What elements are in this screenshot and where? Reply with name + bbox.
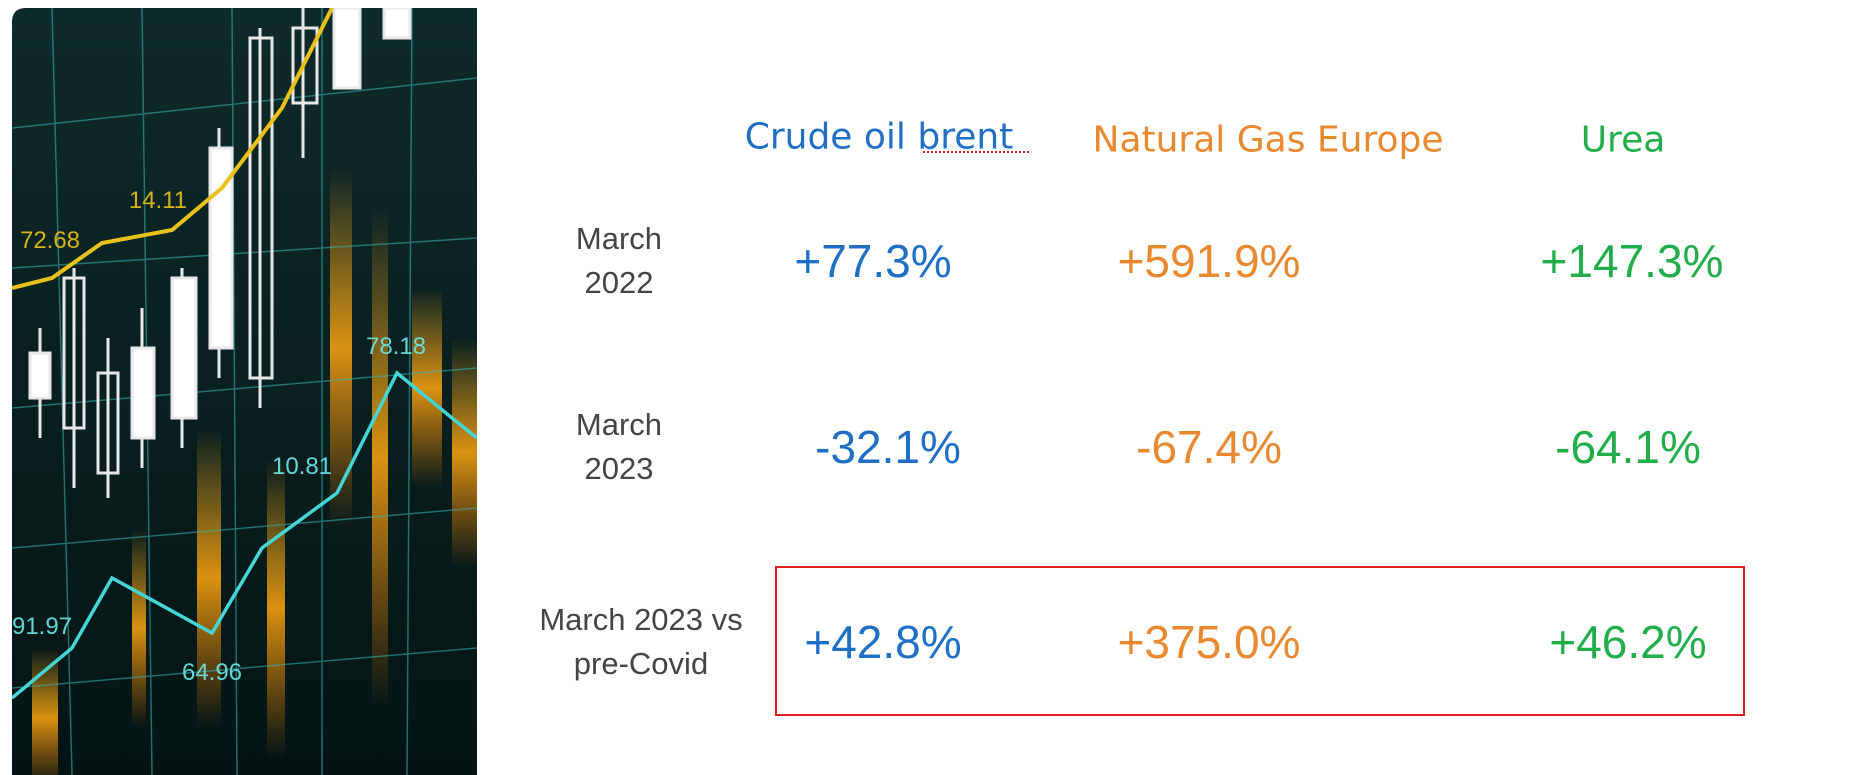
cell-value: +375.0% [1118,615,1301,669]
cell-value: -32.1% [815,420,961,474]
stock-chart-image: 72.68 14.11 78.18 10.81 91.97 64.96 [12,8,477,775]
image-label: 78.18 [366,333,426,360]
row-label: March 2022 [549,217,689,305]
cell-value: -67.4% [1136,420,1282,474]
image-label: 91.97 [12,613,72,640]
cell-value: +42.8% [804,615,961,669]
column-header: Natural Gas Europe [1093,120,1444,161]
slide: 72.6814.1178.1810.8191.9764.96 Crude oil… [0,0,1862,775]
image-label: 64.96 [182,659,242,686]
cell-value: +591.9% [1118,234,1301,288]
spellcheck-underline [923,150,1031,156]
cell-value: +46.2% [1549,615,1706,669]
cell-value: -64.1% [1555,420,1701,474]
row-label: March 2023 [549,403,689,491]
cell-value: +147.3% [1541,234,1724,288]
image-label: 10.81 [272,453,332,480]
image-label: 72.68 [20,227,80,254]
image-label: 14.11 [129,187,187,214]
row-label: March 2023 vs pre-Covid [516,598,766,686]
column-header: Urea [1581,120,1666,161]
cell-value: +77.3% [794,234,951,288]
